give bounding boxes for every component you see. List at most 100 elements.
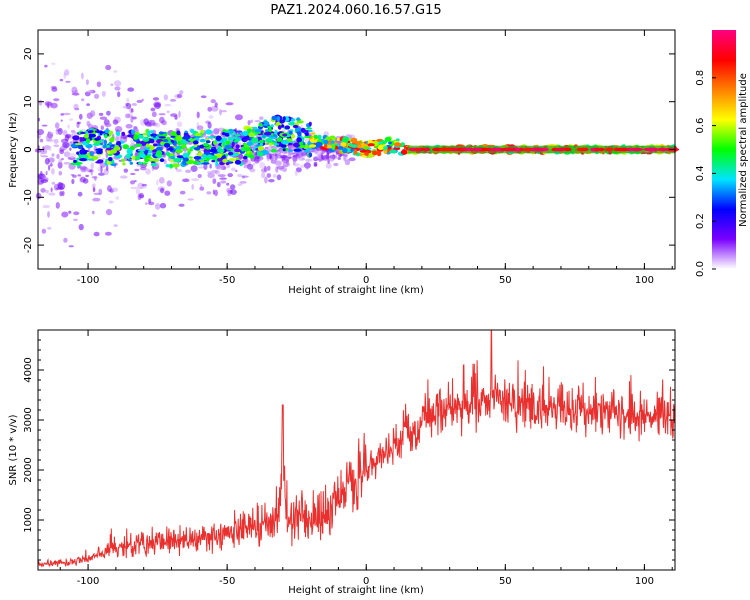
- noise-mark: [56, 153, 60, 159]
- noise-mark: [50, 187, 53, 193]
- noise-mark: [73, 211, 80, 216]
- ridge-mark: [533, 147, 544, 152]
- spectral-mark: [201, 162, 210, 165]
- noise-mark: [333, 162, 339, 167]
- spectral-mark: [210, 148, 217, 153]
- noise-mark: [159, 116, 165, 124]
- spectral-mark: [395, 138, 400, 142]
- spectral-mark: [242, 156, 248, 160]
- x-tick-label: 0: [363, 576, 369, 587]
- noise-mark: [40, 188, 46, 193]
- spectral-mark: [162, 139, 169, 142]
- noise-mark: [148, 201, 155, 206]
- spectral-mark: [135, 155, 141, 161]
- spectral-mark: [348, 143, 353, 147]
- spectral-mark: [217, 148, 225, 153]
- spectral-mark: [138, 161, 143, 165]
- ridge-mark: [519, 147, 524, 152]
- noise-mark: [85, 168, 90, 172]
- noise-mark: [139, 186, 148, 189]
- y-tick-label: 0: [23, 146, 34, 152]
- spectral-mark: [384, 136, 392, 142]
- noise-mark: [266, 155, 271, 162]
- noise-mark: [130, 173, 136, 175]
- spectral-mark: [389, 144, 393, 147]
- spectral-mark: [257, 146, 264, 151]
- noise-mark: [99, 116, 108, 120]
- spectral-mark: [179, 140, 188, 143]
- spectral-mark: [88, 133, 97, 138]
- noise-mark: [85, 174, 89, 178]
- spectral-mark: [267, 126, 272, 129]
- spectral-mark: [203, 160, 209, 163]
- spectral-mark: [359, 150, 367, 153]
- noise-mark: [344, 159, 351, 166]
- noise-mark: [45, 170, 48, 176]
- noise-mark: [135, 188, 140, 195]
- ridge-mark: [524, 147, 532, 152]
- spectral-mark: [342, 136, 349, 142]
- noise-mark: [175, 168, 183, 173]
- noise-mark: [111, 187, 119, 192]
- noise-mark: [143, 118, 149, 125]
- noise-mark: [44, 101, 52, 106]
- noise-mark: [321, 149, 326, 154]
- spectral-mark: [176, 155, 185, 159]
- y-tick-label: 1000: [23, 507, 34, 532]
- spectral-mark: [215, 161, 219, 167]
- spectral-mark: [273, 143, 278, 146]
- noise-mark: [123, 168, 129, 173]
- noise-mark: [90, 162, 94, 170]
- spectral-mark: [332, 137, 336, 141]
- spectral-mark: [147, 130, 151, 136]
- noise-mark: [200, 183, 203, 187]
- noise-mark: [120, 175, 128, 179]
- spectral-mark: [87, 130, 94, 133]
- noise-mark: [68, 210, 72, 214]
- noise-mark: [59, 191, 63, 197]
- spectral-mark: [378, 141, 382, 145]
- noise-mark: [227, 193, 231, 197]
- spectral-mark: [376, 150, 382, 157]
- spectral-mark: [225, 140, 231, 145]
- noise-mark: [266, 165, 271, 171]
- noise-mark: [56, 201, 59, 208]
- spectral-mark: [122, 144, 129, 150]
- noise-mark: [48, 164, 51, 171]
- spectral-mark: [205, 129, 212, 135]
- spectral-mark: [364, 152, 369, 156]
- noise-mark: [94, 176, 97, 181]
- ridge-mark: [422, 147, 431, 152]
- noise-mark: [214, 189, 218, 197]
- noise-mark: [197, 174, 202, 178]
- noise-mark: [68, 152, 77, 159]
- spectral-mark: [240, 146, 245, 152]
- noise-mark: [101, 90, 106, 97]
- noise-mark: [112, 119, 119, 125]
- noise-mark: [264, 176, 268, 184]
- spectral-mark: [324, 143, 328, 149]
- spectral-mark: [215, 135, 222, 142]
- noise-mark: [42, 204, 50, 209]
- noise-mark: [55, 122, 60, 129]
- spectral-mark: [306, 147, 312, 150]
- x-tick-label: 100: [635, 275, 654, 286]
- spectral-mark: [325, 136, 331, 141]
- noise-mark: [96, 81, 102, 88]
- spectral-mark: [208, 136, 214, 139]
- spectral-mark: [372, 151, 378, 156]
- spectral-mark: [199, 138, 206, 143]
- noise-mark: [254, 155, 261, 159]
- spectral-mark: [199, 144, 205, 149]
- noise-mark: [158, 113, 166, 116]
- spectral-mark: [261, 120, 270, 126]
- noise-mark: [325, 162, 332, 169]
- x-tick-label: 100: [635, 576, 654, 587]
- spectral-mark: [92, 142, 101, 146]
- spectral-mark: [135, 143, 143, 147]
- noise-mark: [166, 110, 170, 114]
- spectral-mark: [183, 157, 189, 162]
